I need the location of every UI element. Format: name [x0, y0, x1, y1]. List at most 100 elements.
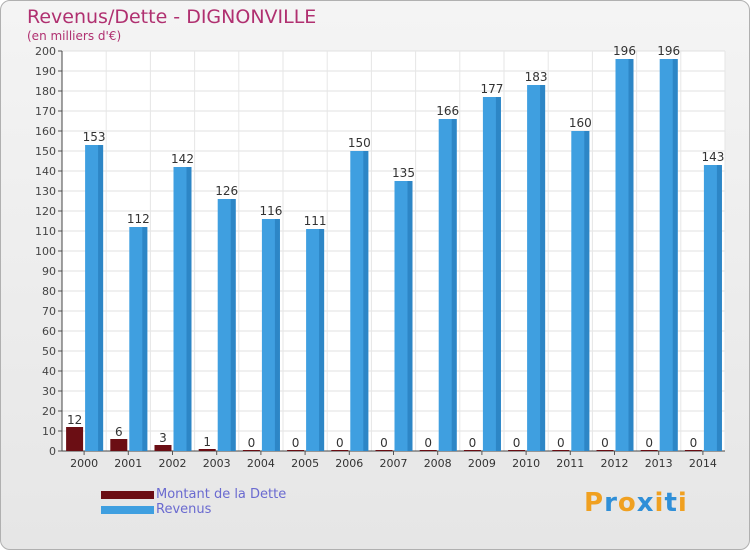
y-tick-label: 0	[49, 445, 56, 458]
data-label-revenus: 150	[348, 136, 371, 150]
bar-revenus-shade	[407, 181, 413, 451]
bar-dette	[66, 427, 84, 451]
bar-revenus-shade	[230, 199, 236, 451]
y-tick-label: 110	[35, 225, 56, 238]
y-tick-label: 30	[42, 385, 56, 398]
logo-letter: t	[664, 488, 678, 518]
x-tick-label: 2008	[424, 457, 452, 470]
data-label-dette: 0	[336, 436, 344, 450]
data-label-dette: 3	[159, 431, 167, 445]
data-label-revenus: 135	[392, 166, 415, 180]
x-tick-label: 2003	[203, 457, 231, 470]
x-tick-label: 2014	[689, 457, 717, 470]
bar-revenus-shade	[186, 167, 192, 451]
data-label-dette: 0	[557, 436, 565, 450]
y-tick-label: 170	[35, 105, 56, 118]
bar-dette	[242, 450, 260, 451]
bar-dette	[463, 450, 481, 451]
bar-dette	[508, 450, 526, 451]
data-label-dette: 0	[601, 436, 609, 450]
x-tick-label: 2011	[556, 457, 584, 470]
bar-revenus-shade	[540, 85, 546, 451]
data-label-dette: 1	[203, 435, 211, 449]
data-label-dette: 0	[513, 436, 521, 450]
y-tick-label: 20	[42, 405, 56, 418]
legend-label-revenus: Revenus	[156, 502, 212, 517]
y-tick-label: 50	[42, 345, 56, 358]
x-tick-label: 2002	[159, 457, 187, 470]
data-label-revenus: 126	[215, 184, 238, 198]
data-label-revenus: 196	[657, 44, 680, 58]
logo-letter: o	[617, 488, 637, 518]
data-label-dette: 0	[645, 436, 653, 450]
bar-dette	[419, 450, 437, 451]
logo-letter: x	[636, 488, 655, 518]
data-label-dette: 0	[424, 436, 432, 450]
bar-revenus-shade	[319, 229, 325, 451]
chart-subtitle: (en milliers d'€)	[27, 29, 122, 43]
y-tick-label: 200	[35, 45, 56, 58]
x-tick-label: 2010	[512, 457, 540, 470]
x-tick-label: 2013	[645, 457, 673, 470]
x-tick-label: 2007	[380, 457, 408, 470]
x-tick-label: 2005	[291, 457, 319, 470]
data-label-revenus: 183	[525, 70, 548, 84]
bar-dette	[596, 450, 614, 451]
data-label-dette: 0	[469, 436, 477, 450]
chart-title: Revenus/Dette - DIGNONVILLE	[27, 6, 317, 28]
y-tick-label: 60	[42, 325, 56, 338]
data-label-revenus: 160	[569, 116, 592, 130]
data-label-revenus: 166	[436, 104, 459, 118]
data-label-dette: 0	[380, 436, 388, 450]
x-tick-label: 2012	[601, 457, 629, 470]
legend-swatch-revenus	[101, 506, 154, 514]
bar-dette	[154, 445, 172, 451]
logo-letter: P	[584, 488, 605, 518]
bar-dette	[552, 450, 570, 451]
y-tick-label: 40	[42, 365, 56, 378]
bar-revenus-shade	[628, 59, 634, 451]
y-tick-label: 180	[35, 85, 56, 98]
bar-dette	[110, 439, 128, 451]
data-label-revenus: 177	[480, 82, 503, 96]
data-label-revenus: 116	[259, 204, 282, 218]
data-label-dette: 6	[115, 425, 123, 439]
bar-dette	[331, 450, 349, 451]
x-tick-label: 2006	[335, 457, 363, 470]
y-tick-label: 70	[42, 305, 56, 318]
data-label-dette: 12	[67, 413, 82, 427]
y-tick-label: 150	[35, 145, 56, 158]
data-label-dette: 0	[292, 436, 300, 450]
bar-revenus-shade	[274, 219, 280, 451]
y-tick-label: 90	[42, 265, 56, 278]
y-tick-label: 80	[42, 285, 56, 298]
bar-revenus-shade	[495, 97, 501, 451]
y-tick-label: 160	[35, 125, 56, 138]
y-tick-label: 130	[35, 185, 56, 198]
bar-revenus-shade	[142, 227, 148, 451]
data-label-revenus: 143	[701, 150, 724, 164]
data-label-revenus: 153	[83, 130, 106, 144]
y-tick-label: 10	[42, 425, 56, 438]
bar-revenus-shade	[672, 59, 678, 451]
logo-letter: i	[677, 488, 688, 518]
bar-revenus-shade	[584, 131, 590, 451]
y-tick-label: 140	[35, 165, 56, 178]
bar-revenus-shade	[98, 145, 104, 451]
y-tick-label: 190	[35, 65, 56, 78]
data-label-revenus: 111	[304, 214, 327, 228]
logo-letter: i	[654, 488, 665, 518]
x-tick-label: 2000	[70, 457, 98, 470]
bar-revenus-shade	[451, 119, 457, 451]
x-tick-label: 2009	[468, 457, 496, 470]
data-label-dette: 0	[248, 436, 256, 450]
data-label-revenus: 196	[613, 44, 636, 58]
legend-label-dette: Montant de la Dette	[156, 487, 287, 502]
bar-dette	[684, 450, 702, 451]
legend-swatch-dette	[101, 491, 154, 499]
proxiti-logo: Proxiti	[584, 488, 688, 518]
bar-revenus-shade	[363, 151, 369, 451]
logo-letter: r	[604, 488, 618, 518]
